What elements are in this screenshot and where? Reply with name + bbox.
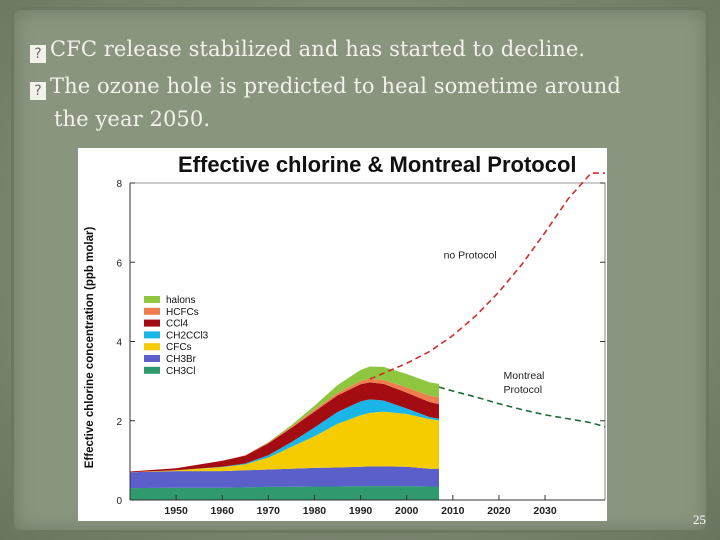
x-tick-label: 2010: [441, 505, 465, 517]
x-tick-label: 1960: [211, 505, 235, 517]
bullet-box-icon: ?: [30, 82, 46, 100]
chlorine-chart: Effective chlorine & Montreal Protocol Ef…: [84, 152, 606, 517]
legend-swatch-halons: [144, 296, 160, 303]
y-tick-label: 4: [116, 338, 122, 349]
x-tick-label: 2030: [533, 505, 557, 517]
legend-label: CFCs: [166, 342, 192, 353]
chart-title: Effective chlorine & Montreal Protocol: [178, 152, 577, 177]
legend-swatch-ch3ccl3: [144, 331, 160, 339]
legend-label: CCl4: [166, 319, 189, 330]
area-hcfcs: [130, 378, 439, 472]
area-ch3cl: [130, 486, 439, 500]
bullet-text-2: The ozone hole is predicted to heal some…: [50, 74, 621, 98]
y-tick-label: 0: [116, 496, 122, 507]
annotation-2: Protocol: [504, 384, 543, 396]
legend-swatch-ch3br: [144, 355, 160, 362]
area-ch3br: [130, 466, 439, 489]
legend-label: CH3Br: [166, 354, 197, 365]
area-halons: [130, 366, 439, 472]
bullet-text-1: CFC release stabilized and has started t…: [50, 37, 586, 61]
y-axis-label: Effective chlorine concentration (ppb mo…: [84, 227, 96, 469]
x-tick-label: 1970: [257, 505, 281, 517]
projection-montreal-protocol: [438, 386, 606, 428]
projection-no-protocol: [369, 172, 605, 380]
annotation-0: no Protocol: [444, 249, 497, 261]
x-tick-label: 1990: [349, 505, 373, 517]
bullet-box-icon: ?: [30, 45, 46, 63]
bullet-text-3: the year 2050.: [54, 107, 211, 131]
x-tick-label: 2000: [395, 505, 419, 517]
legend-label: CH3Cl: [166, 366, 195, 377]
y-tick-label: 2: [116, 417, 122, 428]
page-number: 25: [693, 512, 706, 527]
x-tick-label: 1980: [303, 505, 327, 517]
x-tick-label: 2020: [487, 505, 511, 517]
chart-image: Effective chlorine & Montreal Protocol Ef…: [78, 148, 607, 521]
x-tick-label: 1950: [164, 505, 188, 517]
legend-swatch-hcfcs: [144, 307, 160, 315]
bullet-line-2: ? The ozone hole is predicted to heal som…: [30, 74, 621, 100]
legend-swatch-ccl4: [144, 319, 160, 327]
area-cfcs: [130, 411, 439, 473]
legend-label: halons: [166, 295, 195, 306]
annotation-1: Montreal: [504, 370, 545, 382]
bullet-line-3: the year 2050.: [54, 107, 210, 131]
legend-label: HCFCs: [166, 307, 199, 318]
y-tick-label: 6: [116, 258, 122, 269]
legend-swatch-ch3cl: [144, 366, 160, 374]
legend-label: CH2CCl3: [166, 330, 209, 341]
bullet-line-1: ? CFC release stabilized and has started …: [30, 37, 585, 63]
legend-swatch-cfcs: [144, 343, 160, 351]
y-tick-label: 8: [116, 179, 122, 190]
